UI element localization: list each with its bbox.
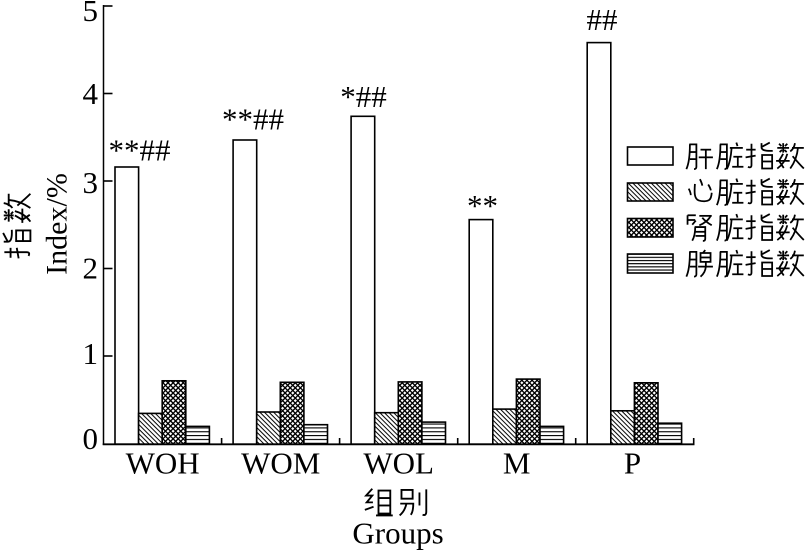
svg-text:0: 0	[83, 421, 99, 456]
svg-text:##: ##	[587, 2, 618, 37]
svg-text:**##: **##	[222, 101, 284, 136]
svg-text:P: P	[624, 446, 641, 481]
svg-text:5: 5	[83, 0, 99, 28]
svg-text:3: 3	[83, 165, 99, 200]
svg-text:Index/%: Index/%	[41, 173, 74, 275]
svg-text:WOL: WOL	[363, 446, 434, 481]
svg-text:**##: **##	[109, 133, 171, 168]
svg-text:M: M	[503, 446, 531, 481]
svg-text:WOM: WOM	[241, 446, 320, 481]
svg-text:Groups: Groups	[352, 516, 443, 551]
svg-text:4: 4	[83, 76, 99, 111]
svg-text:1: 1	[83, 336, 99, 371]
svg-text:2: 2	[83, 251, 99, 286]
svg-text:WOH: WOH	[126, 446, 200, 481]
svg-text:*##: *##	[340, 79, 387, 114]
svg-text:**: **	[467, 188, 498, 223]
